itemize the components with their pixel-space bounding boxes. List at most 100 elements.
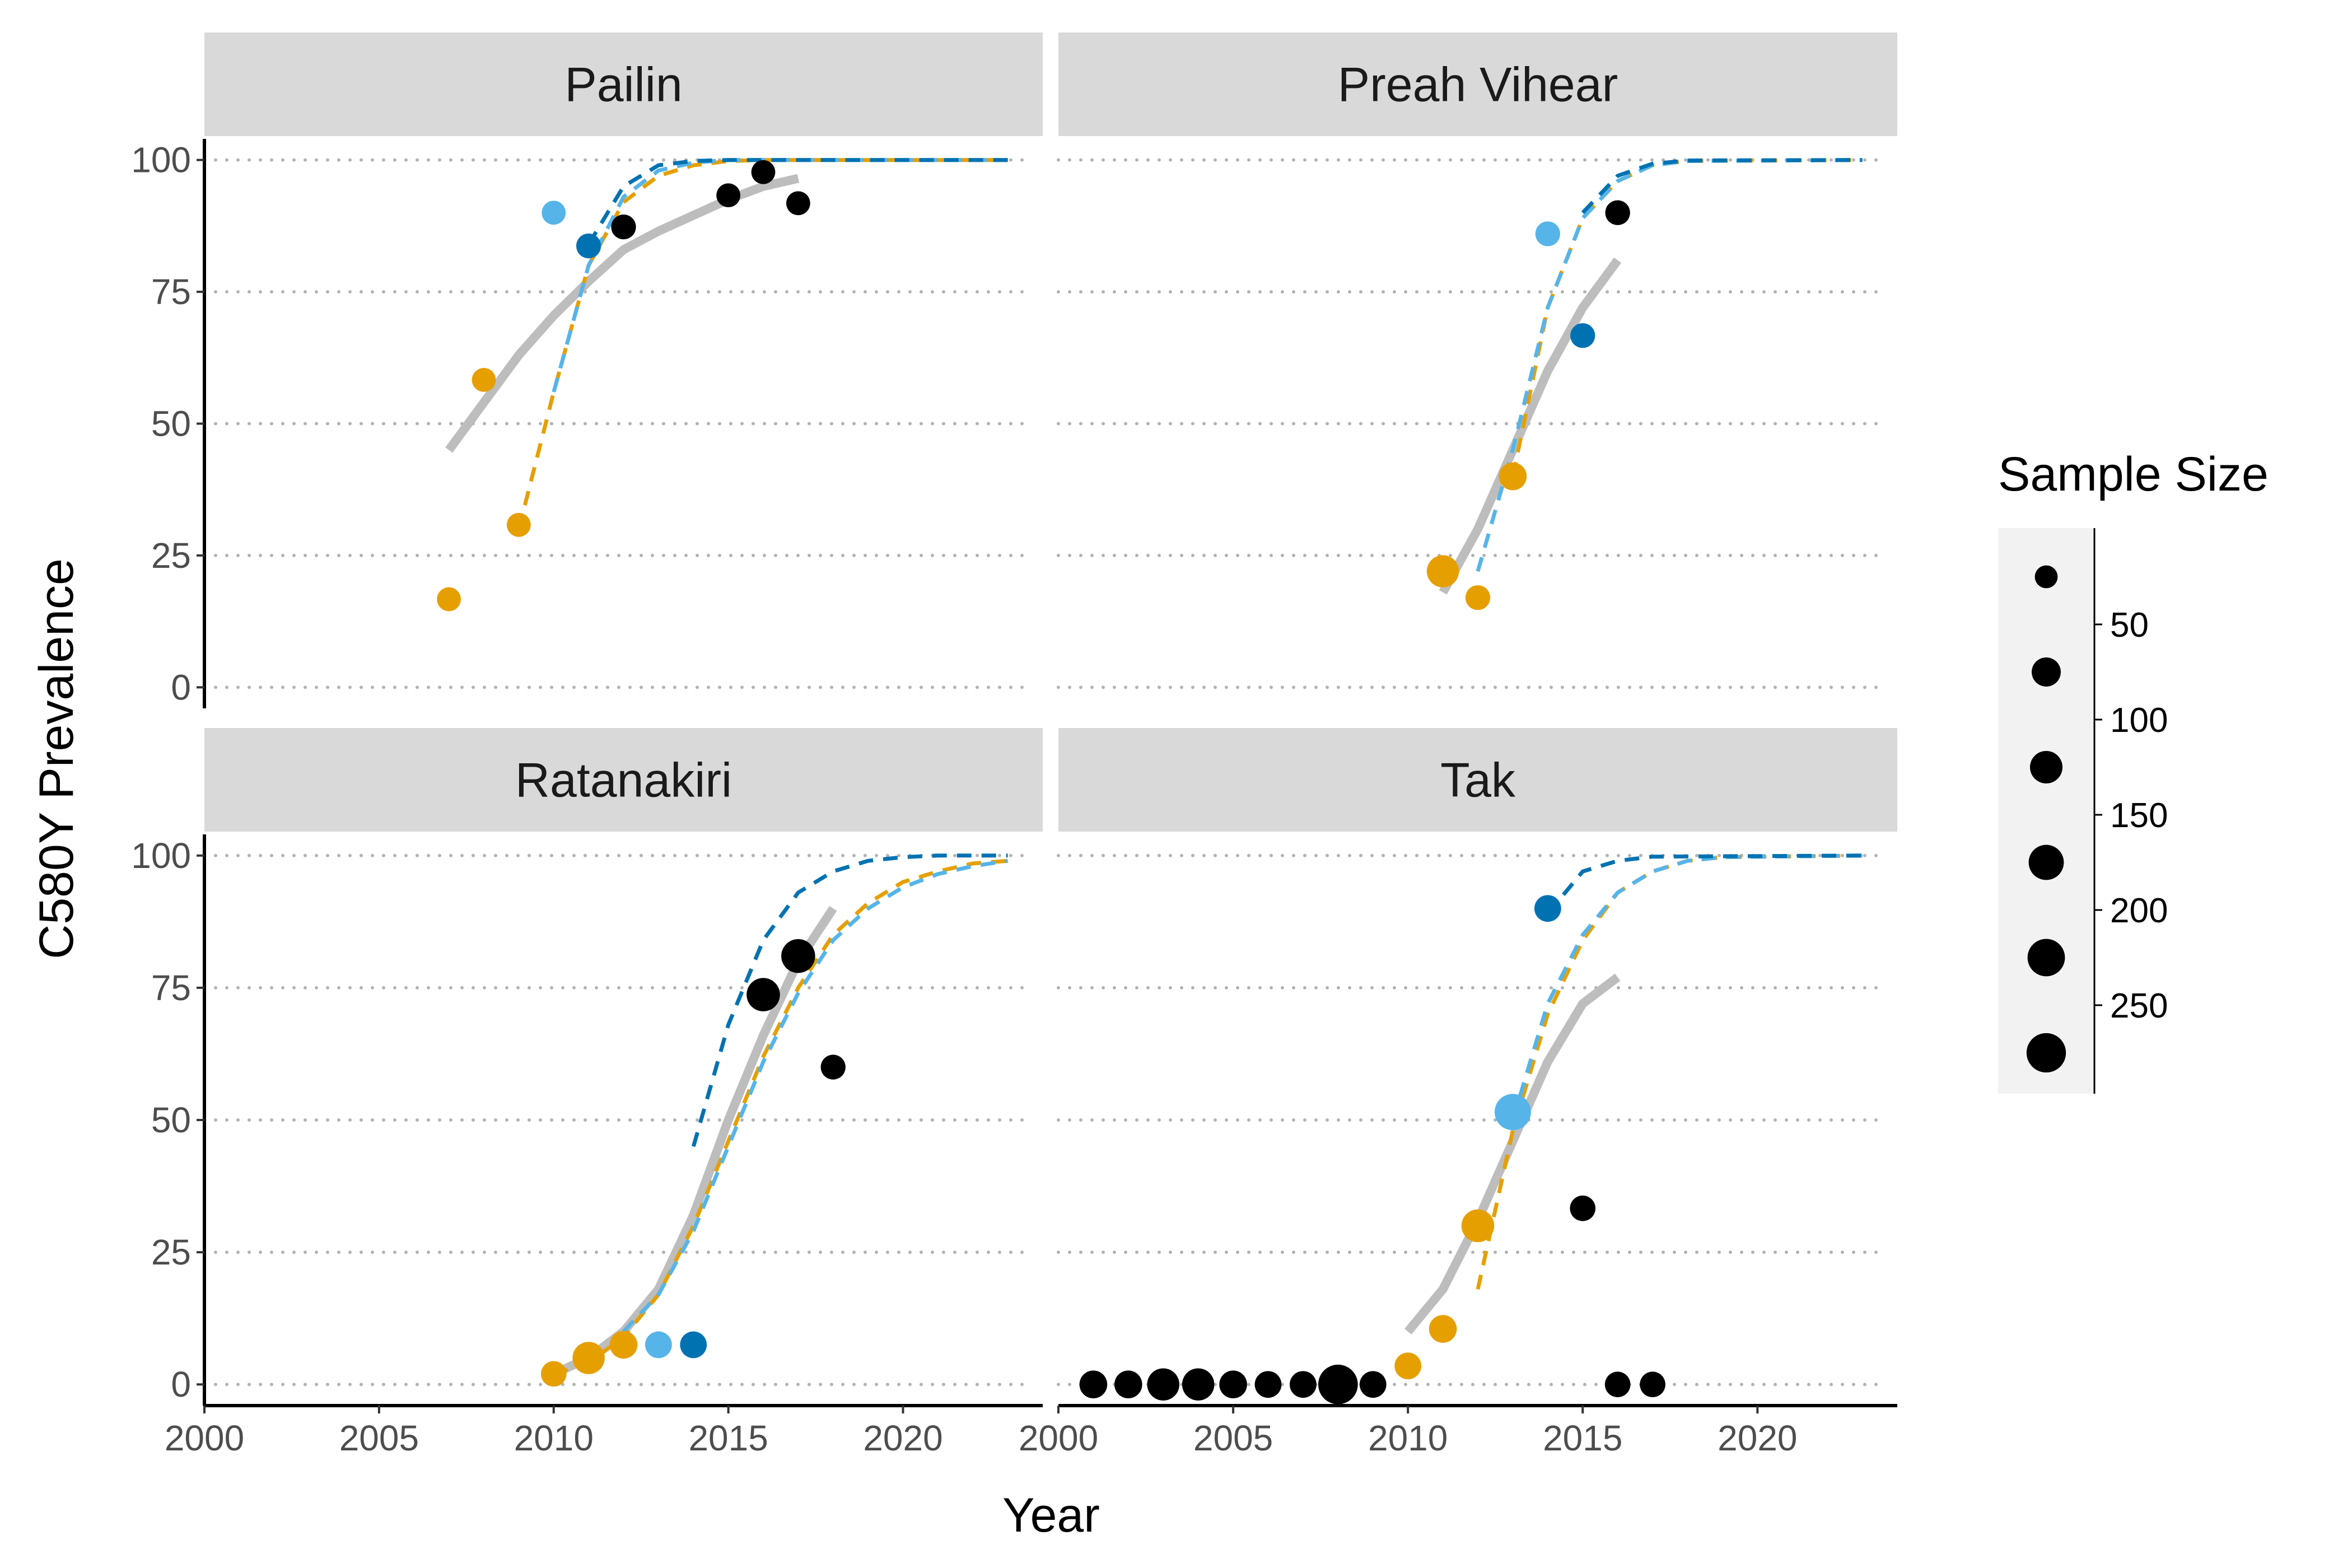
- legend-label: 200: [2110, 892, 2168, 930]
- legend-key-background: [1998, 528, 2094, 1094]
- data-point: [472, 367, 496, 392]
- data-point: [1254, 1371, 1282, 1398]
- data-point: [540, 1361, 567, 1387]
- legend-key: [2029, 750, 2063, 784]
- strip-background: [1058, 728, 1897, 832]
- data-point: [746, 978, 780, 1011]
- data-point: [1429, 1315, 1457, 1343]
- data-point: [609, 1331, 638, 1359]
- legend-ticks: 50 100 150 200 250: [2094, 606, 2168, 1025]
- data-point: [1534, 895, 1561, 922]
- x-tick-label: 2015: [688, 1418, 768, 1458]
- data-point: [680, 1331, 707, 1359]
- data-point: [716, 183, 741, 208]
- y-tick-label: 25: [151, 1232, 191, 1272]
- x-tick-label: 2000: [1019, 1418, 1098, 1458]
- legend-label: 50: [2110, 606, 2149, 645]
- series-line-gray: [1439, 257, 1622, 595]
- data-point: [572, 1342, 605, 1374]
- data-point: [1461, 1209, 1495, 1243]
- data-point: [1182, 1368, 1215, 1401]
- strip-background: [1058, 32, 1897, 136]
- legend-key: [2034, 565, 2058, 589]
- data-point: [645, 1331, 672, 1359]
- data-point: [1290, 1371, 1317, 1398]
- x-tick-label: 2000: [165, 1418, 244, 1458]
- series-line-dark-blue: [691, 853, 1008, 1147]
- data-point: [611, 214, 636, 240]
- strip-label: Tak: [1440, 754, 1516, 808]
- strip-label: Preah Vihear: [1338, 58, 1618, 112]
- panel-preah-vihear: Preah Vihear: [1057, 32, 1897, 689]
- series-line-orange: [1476, 853, 1863, 1290]
- strip-background: [204, 32, 1043, 136]
- x-tick-label: 2005: [1193, 1418, 1273, 1458]
- data-point: [820, 1054, 846, 1080]
- legend-label: 250: [2110, 987, 2168, 1025]
- y-tick-label: 50: [151, 1100, 191, 1140]
- data-point: [437, 587, 461, 612]
- series-line-light-blue: [552, 158, 1008, 393]
- y-tick-label: 75: [151, 968, 191, 1008]
- series-line-orange: [553, 858, 1008, 1376]
- x-tick-label: 2020: [863, 1418, 942, 1458]
- data-point: [1640, 1371, 1665, 1398]
- data-point: [542, 200, 566, 225]
- legend: Sample Size 50 100 150 200 250: [1998, 447, 2269, 1094]
- y-tick-label: 100: [131, 140, 191, 180]
- data-point: [506, 512, 531, 537]
- series-line-orange: [517, 158, 1008, 530]
- data-point: [1465, 585, 1491, 610]
- data-point: [1499, 462, 1527, 491]
- data-point: [1219, 1370, 1247, 1399]
- data-point: [1426, 555, 1459, 587]
- data-point: [786, 191, 810, 216]
- y-axis-title: C580Y Prevalence: [30, 558, 83, 959]
- data-point: [1570, 323, 1595, 348]
- series-line-dark-blue: [1546, 853, 1863, 915]
- legend-label: 150: [2110, 796, 2168, 835]
- series-line-orange: [1510, 158, 1863, 477]
- legend-title: Sample Size: [1998, 447, 2269, 501]
- x-tick-label: 2020: [1718, 1418, 1797, 1458]
- x-tick-label: 2005: [339, 1418, 419, 1458]
- data-point: [1394, 1352, 1422, 1380]
- data-point: [781, 939, 815, 973]
- y-tick-label: 100: [131, 836, 191, 876]
- x-tick-label: 2010: [1368, 1418, 1448, 1458]
- strip-background: [204, 728, 1043, 832]
- x-tick-label: 2015: [1543, 1418, 1622, 1458]
- data-point: [1359, 1371, 1387, 1398]
- panels: Pailin 0 25 50 75 100 Preah Vihear Ratanakiri 0 2…: [131, 32, 1897, 1458]
- data-point: [1079, 1370, 1108, 1399]
- series-line-dark-blue: [1581, 158, 1863, 214]
- y-tick-label: 0: [171, 1364, 191, 1404]
- panel-pailin: Pailin 0 25 50 75 100: [131, 32, 1043, 708]
- data-point: [1535, 221, 1560, 246]
- series-line-light-blue: [1476, 158, 1863, 572]
- panel-ratanakiri: Ratanakiri 0 25 50 75 100 2000 2005 2010 2015 2020: [131, 728, 1043, 1458]
- strip-label: Pailin: [564, 58, 682, 112]
- legend-keys: [2026, 565, 2066, 1073]
- data-point: [751, 160, 776, 184]
- strip-label: Ratanakiri: [515, 754, 732, 808]
- panel-tak: Tak 2000 2005 2010 2015 2020: [1019, 728, 1897, 1458]
- y-tick-label: 0: [171, 667, 191, 707]
- series-line-light-blue: [622, 858, 1009, 1333]
- legend-key: [2028, 844, 2064, 880]
- data-point: [1570, 1195, 1596, 1221]
- legend-label: 100: [2110, 701, 2168, 740]
- data-point: [1494, 1094, 1531, 1131]
- legend-key: [2026, 1033, 2066, 1073]
- data-point: [1114, 1370, 1142, 1399]
- data-point: [1318, 1364, 1358, 1404]
- data-point: [1147, 1368, 1180, 1401]
- x-tick-label: 2010: [514, 1418, 594, 1458]
- data-point: [1604, 1371, 1631, 1398]
- y-tick-label: 25: [151, 535, 191, 576]
- series-line-light-blue: [1511, 853, 1863, 1121]
- legend-key: [2027, 939, 2065, 977]
- series-line-gray: [1404, 973, 1621, 1334]
- y-tick-label: 75: [151, 272, 191, 312]
